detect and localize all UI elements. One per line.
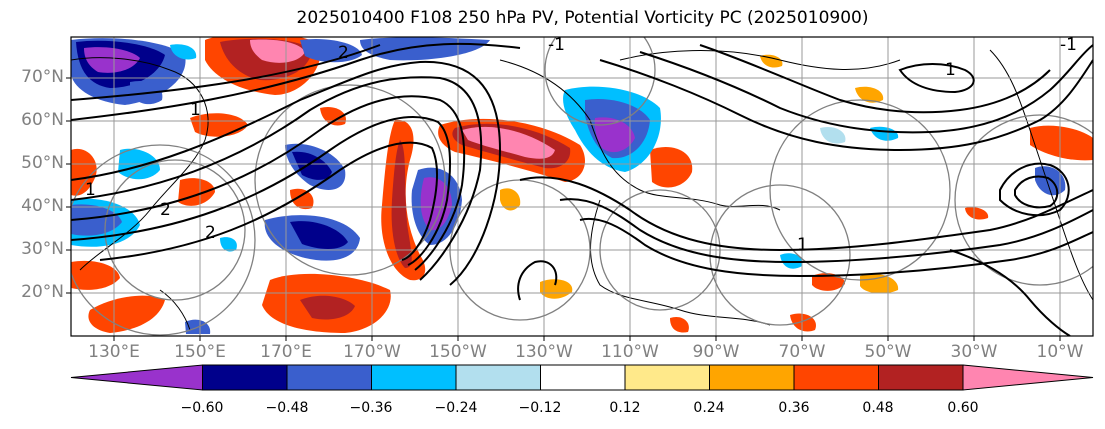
pv-contours: [71, 42, 1093, 336]
contour-label: 2: [160, 200, 171, 220]
pv-anomaly-positive: [71, 260, 120, 290]
contour-label: -1: [1060, 35, 1077, 55]
colorbar-label: −0.48: [265, 400, 309, 416]
colorbar-segment: [709, 364, 795, 391]
contour-label: -1: [548, 35, 565, 55]
contour-label: 2: [205, 223, 216, 243]
pv-anomaly-positive: [71, 148, 97, 196]
colorbar-segment: [624, 364, 710, 391]
lon-label-130w: 130°W: [515, 342, 573, 362]
grid: [71, 37, 1093, 336]
pv-anomaly-negative: [780, 253, 803, 269]
contour-label: 1: [85, 180, 96, 200]
pv-anomaly-positive: [540, 279, 573, 299]
lat-label-50n: 50°N: [21, 153, 64, 173]
pv-anomaly-positive: [391, 140, 412, 268]
colorbar-label: −0.60: [180, 400, 224, 416]
pv-anomaly-positive: [760, 54, 783, 68]
lon-label-70w: 70°W: [778, 342, 826, 362]
pv-anomaly-positive: [860, 273, 899, 294]
lon-label-170w: 170°W: [343, 342, 401, 362]
lat-label-60n: 60°N: [21, 110, 64, 130]
lat-label-40n: 40°N: [21, 196, 64, 216]
pv-anomaly-positive: [650, 146, 693, 188]
pv-anomaly-negative: [292, 151, 332, 180]
colorbar-segment: [793, 364, 879, 391]
lat-label-30n: 30°N: [21, 239, 64, 259]
pv-anomaly-positive: [855, 86, 884, 103]
pv-anomaly-negative: [170, 44, 197, 60]
lon-label-50w: 50°W: [864, 342, 912, 362]
colorbar-label: 0.12: [609, 400, 641, 416]
contour-label: 1: [797, 235, 808, 255]
colorbar-label: 0.48: [862, 400, 894, 416]
pv-anomaly-negative: [84, 47, 140, 73]
lat-label-70n: 70°N: [21, 67, 64, 87]
axis-ticks: [66, 77, 1061, 341]
colorbar-label: −0.36: [349, 400, 393, 416]
reference-circles: [71, 37, 1093, 336]
colorbar-segment: [878, 364, 964, 391]
pv-anomaly-negative: [220, 237, 237, 252]
pv-anomaly-positive: [462, 126, 555, 159]
lon-label-10w: 10°W: [1036, 342, 1084, 362]
lon-label-90w: 90°W: [692, 342, 740, 362]
lon-label-170e: 170°E: [260, 342, 312, 362]
pv-anomaly-positive: [500, 188, 521, 211]
lon-label-110w: 110°W: [601, 342, 659, 362]
lon-label-130e: 130°E: [88, 342, 140, 362]
colorbar-label: 0.60: [947, 400, 979, 416]
pv-anomaly-fields: [71, 37, 1093, 334]
contour-label-layer: 1 1 1 1 -1 -1 2 2 2: [85, 35, 1077, 255]
map-frame: [70, 36, 1094, 337]
lat-label-20n: 20°N: [21, 282, 64, 302]
lon-label-150e: 150°E: [174, 342, 226, 362]
pv-anomaly-negative: [290, 221, 348, 249]
pv-anomaly-positive: [1030, 125, 1093, 161]
colorbar-extend-low: [70, 364, 203, 391]
pv-anomaly-positive: [290, 188, 314, 210]
coastlines: [71, 49, 1093, 331]
map-title: 2025010400 F108 250 hPa PV, Potential Vo…: [296, 8, 869, 28]
contour-label: 2: [338, 43, 349, 63]
colorbar-label: 0.24: [693, 400, 725, 416]
pv-anomaly-negative: [820, 126, 846, 144]
colorbar-segment: [540, 364, 626, 391]
pv-anomaly-positive: [88, 295, 165, 333]
contour-label: 1: [190, 100, 201, 120]
colorbar-label: −0.12: [518, 400, 562, 416]
colorbar-segment: [455, 364, 541, 391]
pv-anomaly-negative: [1035, 166, 1066, 196]
map-area: [71, 37, 1093, 336]
lon-label-150w: 150°W: [429, 342, 487, 362]
pv-anomaly-negative: [71, 204, 122, 236]
pv-anomaly-positive: [965, 207, 989, 220]
pv-anomaly-positive: [250, 39, 305, 63]
contour-label: 1: [945, 60, 956, 80]
lon-label-30w: 30°W: [950, 342, 998, 362]
pv-anomaly-positive: [300, 295, 355, 320]
colorbar-segment: [202, 364, 288, 391]
pv-anomaly-negative: [594, 117, 635, 153]
colorbar-segment: [371, 364, 457, 391]
colorbar-label: −0.24: [434, 400, 478, 416]
pv-anomaly-positive: [670, 316, 689, 333]
colorbar-segment: [286, 364, 372, 391]
pv-anomaly-positive: [790, 313, 816, 332]
colorbar-extend-high: [962, 364, 1094, 391]
colorbar: [70, 364, 1094, 391]
colorbar-label: 0.36: [778, 400, 810, 416]
